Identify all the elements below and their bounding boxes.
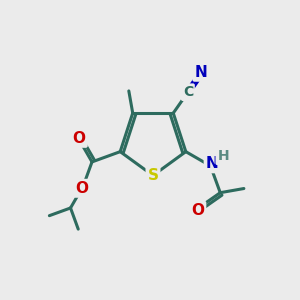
Text: H: H <box>217 149 229 163</box>
Text: N: N <box>194 65 207 80</box>
Text: O: O <box>191 203 204 218</box>
Text: O: O <box>75 181 88 196</box>
Text: O: O <box>73 131 86 146</box>
Text: S: S <box>148 168 158 183</box>
Text: C: C <box>183 85 193 99</box>
Text: N: N <box>206 156 218 171</box>
